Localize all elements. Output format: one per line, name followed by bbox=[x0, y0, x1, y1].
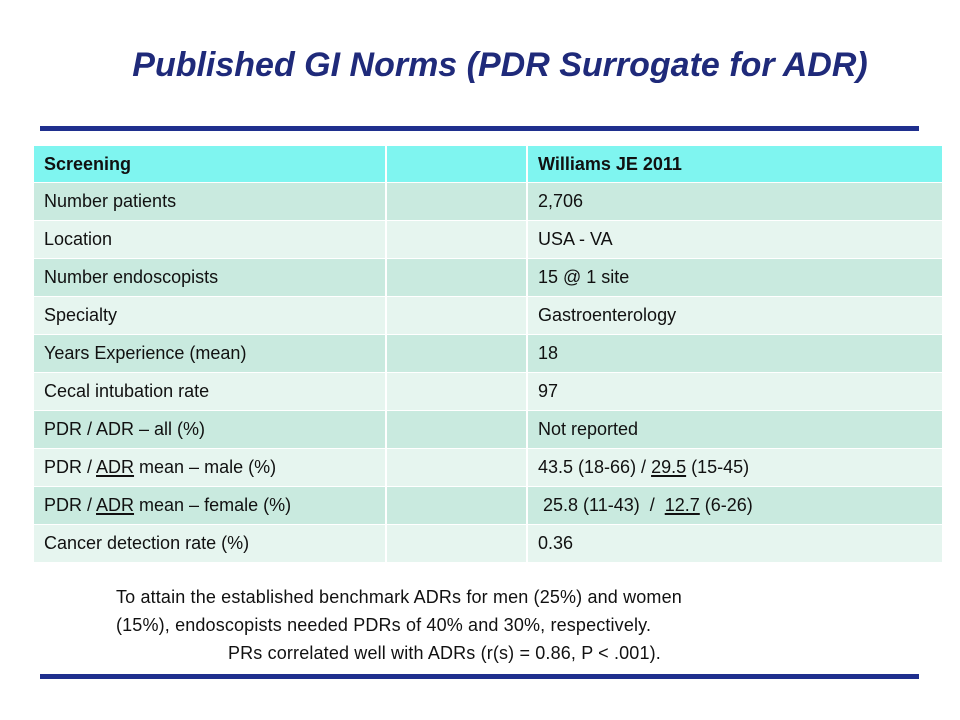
row-label: Number patients bbox=[32, 182, 387, 221]
value-post: (15-45) bbox=[686, 457, 750, 477]
row-value: Gastroenterology bbox=[526, 296, 944, 335]
table-row: Specialty Gastroenterology bbox=[32, 296, 944, 335]
label-pre: PDR / bbox=[44, 495, 97, 515]
value-post: (6-26) bbox=[699, 495, 753, 515]
table-row: PDR / ADR – all (%) Not reported bbox=[32, 410, 944, 449]
comparison-table: Screening Williams JE 2011 Number patien… bbox=[32, 145, 944, 563]
row-spacer bbox=[385, 372, 528, 411]
bottom-divider bbox=[40, 674, 919, 679]
row-label: Cecal intubation rate bbox=[32, 372, 387, 411]
label-post: mean – male (%) bbox=[134, 457, 277, 477]
value-pre: 43.5 (18-66) / bbox=[538, 457, 652, 477]
row-value: USA - VA bbox=[526, 220, 944, 259]
row-value: 0.36 bbox=[526, 524, 944, 563]
row-label: PDR / ADR – all (%) bbox=[32, 410, 387, 449]
row-label: PDR / ADR mean – male (%) bbox=[32, 448, 387, 487]
header-screening: Screening bbox=[32, 145, 387, 183]
footnote-line-3: PRs correlated well with ADRs (r(s) = 0.… bbox=[228, 643, 661, 663]
table-row: Number endoscopists 15 @ 1 site bbox=[32, 258, 944, 297]
label-underlined: ADR bbox=[96, 495, 135, 515]
row-label: Specialty bbox=[32, 296, 387, 335]
row-spacer bbox=[385, 448, 528, 487]
value-underlined: 12.7 bbox=[664, 495, 700, 515]
table-row: Years Experience (mean) 18 bbox=[32, 334, 944, 373]
row-spacer bbox=[385, 182, 528, 221]
table-row: Cancer detection rate (%) 0.36 bbox=[32, 524, 944, 563]
footnote-line-2: (15%), endoscopists needed PDRs of 40% a… bbox=[116, 615, 652, 635]
row-spacer bbox=[385, 486, 528, 525]
table-row: Location USA - VA bbox=[32, 220, 944, 259]
header-blank bbox=[385, 145, 528, 183]
row-spacer bbox=[385, 334, 528, 373]
table-row: PDR / ADR mean – male (%) 43.5 (18-66) /… bbox=[32, 448, 944, 487]
row-label: Number endoscopists bbox=[32, 258, 387, 297]
table-row: Cecal intubation rate 97 bbox=[32, 372, 944, 411]
top-divider bbox=[40, 126, 919, 131]
row-value: 2,706 bbox=[526, 182, 944, 221]
row-label: PDR / ADR mean – female (%) bbox=[32, 486, 387, 525]
row-spacer bbox=[385, 296, 528, 335]
header-study: Williams JE 2011 bbox=[526, 145, 944, 183]
label-underlined: ADR bbox=[96, 457, 135, 477]
row-value: 15 @ 1 site bbox=[526, 258, 944, 297]
row-value: 97 bbox=[526, 372, 944, 411]
row-spacer bbox=[385, 258, 528, 297]
row-value: Not reported bbox=[526, 410, 944, 449]
value-underlined: 29.5 bbox=[651, 457, 687, 477]
label-pre: PDR / bbox=[44, 457, 97, 477]
row-value: 25.8 (11-43) / 12.7 (6-26) bbox=[526, 486, 944, 525]
row-value: 43.5 (18-66) / 29.5 (15-45) bbox=[526, 448, 944, 487]
row-label: Location bbox=[32, 220, 387, 259]
value-pre: 25.8 (11-43) / bbox=[538, 495, 665, 515]
row-label: Cancer detection rate (%) bbox=[32, 524, 387, 563]
table-header-row: Screening Williams JE 2011 bbox=[32, 145, 944, 183]
row-spacer bbox=[385, 220, 528, 259]
row-label: Years Experience (mean) bbox=[32, 334, 387, 373]
row-spacer bbox=[385, 410, 528, 449]
footnote-line-1: To attain the established benchmark ADRs… bbox=[116, 587, 682, 607]
label-post: mean – female (%) bbox=[134, 495, 292, 515]
table-row: PDR / ADR mean – female (%) 25.8 (11-43)… bbox=[32, 486, 944, 525]
slide-title: Published GI Norms (PDR Surrogate for AD… bbox=[132, 46, 868, 84]
row-spacer bbox=[385, 524, 528, 563]
row-value: 18 bbox=[526, 334, 944, 373]
table-row: Number patients 2,706 bbox=[32, 182, 944, 221]
